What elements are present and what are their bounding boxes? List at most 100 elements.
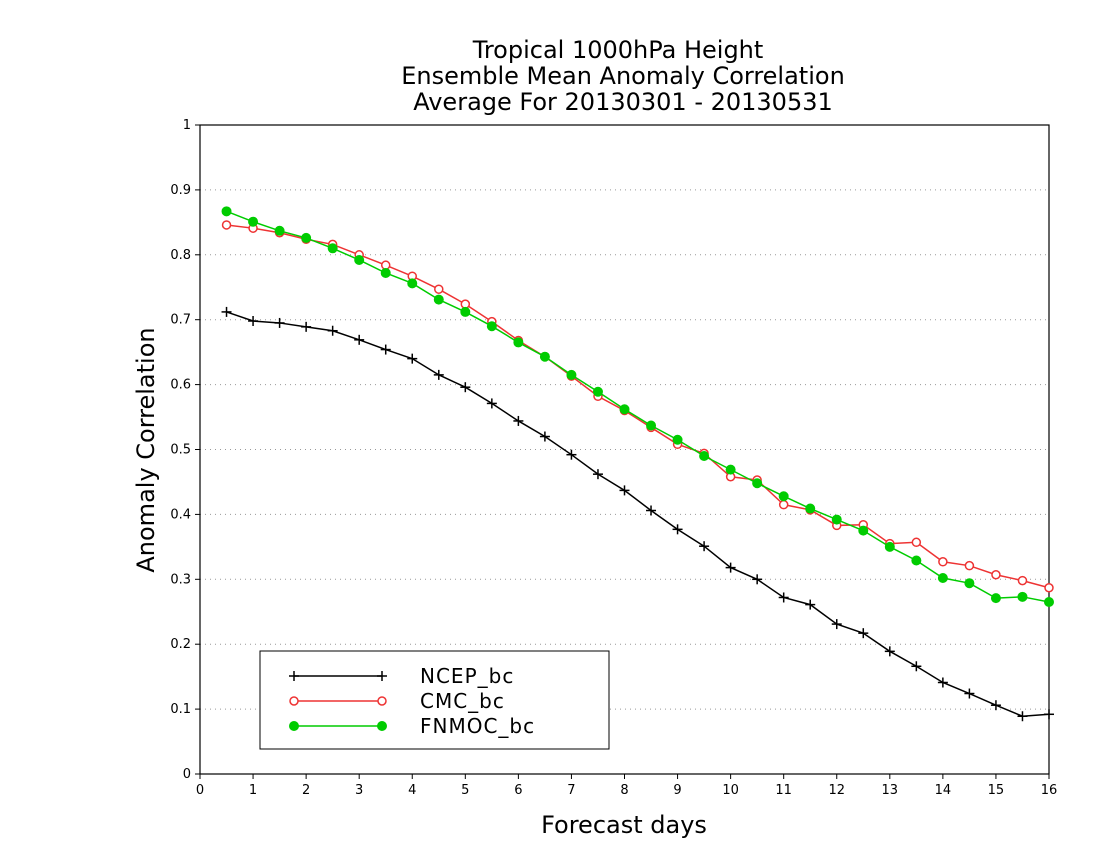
data-point-ncep-bc (884, 646, 895, 657)
data-point-fnmoc-bc (566, 369, 577, 380)
data-point-cmc-bc (1017, 575, 1028, 586)
x-tick-label: 2 (302, 783, 310, 798)
data-point-fnmoc-bc (380, 267, 391, 278)
y-tick-label: 0.8 (170, 248, 191, 263)
x-tick-label: 12 (828, 783, 845, 798)
legend-marker-fnmoc-bc (289, 721, 299, 731)
data-point-fnmoc-bc (672, 434, 683, 445)
data-point-ncep-bc (831, 619, 842, 630)
data-point-ncep-bc (990, 700, 1001, 711)
data-point-ncep-bc (460, 382, 471, 393)
data-point-ncep-bc (248, 315, 259, 326)
x-tick-label: 11 (775, 783, 792, 798)
data-point-cmc-bc (434, 284, 444, 294)
x-tick-label: 4 (408, 783, 416, 798)
legend-marker-ncep-bc (289, 671, 299, 681)
data-point-fnmoc-bc (486, 321, 497, 332)
data-point-ncep-bc (301, 321, 312, 332)
data-point-fnmoc-bc (752, 478, 763, 489)
y-tick-label: 0 (183, 767, 191, 782)
data-point-fnmoc-bc (884, 541, 895, 552)
x-tick-label: 14 (935, 783, 952, 798)
legend-label-cmc-bc: CMC_bc (420, 689, 505, 713)
data-point-ncep-bc (407, 353, 418, 364)
legend-marker-ncep-bc (377, 671, 387, 681)
data-point-cmc-bc (991, 570, 1001, 580)
x-tick-label: 3 (355, 783, 363, 798)
data-point-ncep-bc (964, 688, 975, 699)
data-point-fnmoc-bc (964, 578, 975, 589)
data-point-cmc-bc (221, 220, 232, 230)
data-point-fnmoc-bc (858, 525, 869, 536)
data-point-ncep-bc (221, 306, 232, 317)
data-point-ncep-bc (619, 485, 630, 496)
data-point-ncep-bc (805, 599, 816, 610)
x-axis-label: Forecast days (541, 811, 707, 839)
data-series (221, 206, 1054, 722)
y-tick-label: 0.4 (170, 507, 191, 522)
legend-label-fnmoc-bc: FNMOC_bc (420, 714, 535, 738)
data-point-cmc-bc (964, 560, 975, 571)
data-point-ncep-bc (911, 661, 922, 672)
data-point-fnmoc-bc (221, 206, 232, 217)
data-point-fnmoc-bc (354, 254, 365, 265)
x-tick-label: 13 (882, 783, 899, 798)
data-point-ncep-bc (752, 574, 763, 585)
data-point-fnmoc-bc (805, 503, 816, 514)
data-point-fnmoc-bc (725, 464, 736, 475)
y-tick-label: 1 (183, 118, 191, 133)
legend-marker-fnmoc-bc (377, 721, 387, 731)
data-point-fnmoc-bc (407, 278, 418, 289)
x-tick-label: 10 (722, 783, 739, 798)
legend-box (259, 650, 610, 750)
y-tick-label: 0.3 (170, 572, 191, 587)
legend-label-ncep-bc: NCEP_bc (420, 664, 514, 688)
data-point-fnmoc-bc (513, 337, 524, 348)
data-point-ncep-bc (778, 592, 789, 603)
chart-title-line-3: Average For 20130301 - 20130531 (413, 88, 833, 116)
legend-marker-cmc-bc (289, 696, 299, 706)
data-point-ncep-bc (539, 431, 550, 442)
y-tick-label: 0.7 (170, 313, 191, 328)
data-point-ncep-bc (1017, 711, 1028, 722)
x-tick-label: 0 (196, 783, 204, 798)
x-tick-label: 15 (988, 783, 1005, 798)
data-point-ncep-bc (725, 562, 736, 573)
data-point-cmc-bc (938, 557, 948, 567)
data-point-fnmoc-bc (592, 386, 603, 397)
data-point-fnmoc-bc (327, 243, 338, 254)
x-tick-label: 5 (461, 783, 469, 798)
data-point-ncep-bc (1044, 709, 1054, 720)
data-point-cmc-bc (1044, 582, 1054, 593)
data-point-ncep-bc (699, 541, 710, 552)
data-point-fnmoc-bc (274, 225, 285, 236)
data-point-ncep-bc (858, 628, 869, 639)
series-line-ncep-bc (226, 311, 1050, 718)
y-tick-label: 0.5 (170, 443, 191, 458)
series-ncep-bc (221, 306, 1054, 722)
data-point-fnmoc-bc (433, 294, 444, 305)
data-point-ncep-bc (354, 334, 365, 345)
x-tick-label: 7 (567, 783, 575, 798)
axis-ticks: 00.10.20.30.40.50.60.70.80.910 1 2 3 4 5 6 7 8 9 1… (170, 118, 1057, 798)
data-point-fnmoc-bc (301, 232, 312, 243)
chart-title-line-2: Ensemble Mean Anomaly Correlation (401, 62, 845, 90)
data-point-fnmoc-bc (248, 216, 259, 227)
data-point-fnmoc-bc (937, 573, 948, 584)
data-point-fnmoc-bc (539, 351, 550, 362)
y-tick-label: 0.6 (170, 378, 191, 393)
data-point-fnmoc-bc (911, 555, 922, 566)
x-tick-label: 6 (514, 783, 522, 798)
chart-title-line-1: Tropical 1000hPa Height (472, 36, 764, 64)
x-tick-label: 1 (249, 783, 257, 798)
data-point-fnmoc-bc (778, 491, 789, 502)
y-axis-label: Anomaly Correlation (132, 327, 160, 572)
data-point-fnmoc-bc (699, 450, 710, 461)
data-point-ncep-bc (672, 524, 683, 535)
x-tick-label: 16 (1041, 783, 1058, 798)
y-tick-label: 0.2 (170, 637, 191, 652)
data-point-ncep-bc (937, 677, 948, 688)
